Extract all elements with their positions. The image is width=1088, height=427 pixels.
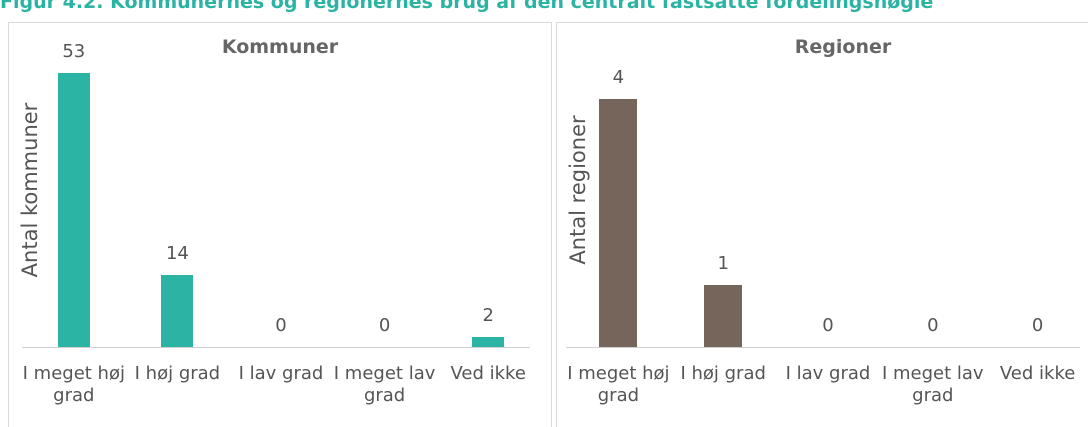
value-label: 1 [717, 253, 729, 274]
x-tick-label: I lav grad [238, 363, 324, 384]
y-axis-label: Antal kommuner [18, 102, 42, 278]
value-label: 53 [62, 41, 86, 63]
chart-panel [556, 22, 1088, 427]
value-label: 0 [275, 315, 287, 336]
x-tick-label: Ved ikke [999, 363, 1076, 384]
figure-title: Figur 4.2. Kommunernes og regionernes br… [0, 0, 934, 13]
value-label: 14 [165, 242, 189, 264]
baseline [566, 347, 1080, 348]
y-axis-label: Antal regioner [566, 115, 590, 265]
x-tick-label: I meget lav grad [333, 363, 436, 406]
x-tick-label: I høj grad [134, 363, 221, 384]
x-tick-label: I meget høj grad [567, 363, 670, 406]
value-label: 2 [482, 304, 494, 326]
x-tick-label: I meget lav grad [881, 363, 984, 406]
chart-panel [8, 22, 552, 427]
bar [472, 336, 505, 347]
x-tick-label: I lav grad [785, 363, 871, 384]
x-tick-label: I høj grad [680, 363, 766, 384]
value-label: 0 [1031, 315, 1044, 336]
x-tick-label: Ved ikke [450, 363, 526, 384]
bar [161, 274, 194, 347]
chart-title: Regioner [794, 36, 892, 58]
value-label: 0 [378, 315, 391, 336]
chart-title: Kommuner [221, 36, 339, 58]
value-label: 4 [612, 67, 625, 88]
bar [599, 99, 638, 347]
bar [57, 73, 90, 347]
value-label: 0 [822, 315, 834, 336]
baseline [22, 347, 530, 348]
x-tick-label: I meget høj grad [22, 363, 125, 406]
bar [704, 285, 743, 347]
value-label: 0 [927, 315, 939, 336]
